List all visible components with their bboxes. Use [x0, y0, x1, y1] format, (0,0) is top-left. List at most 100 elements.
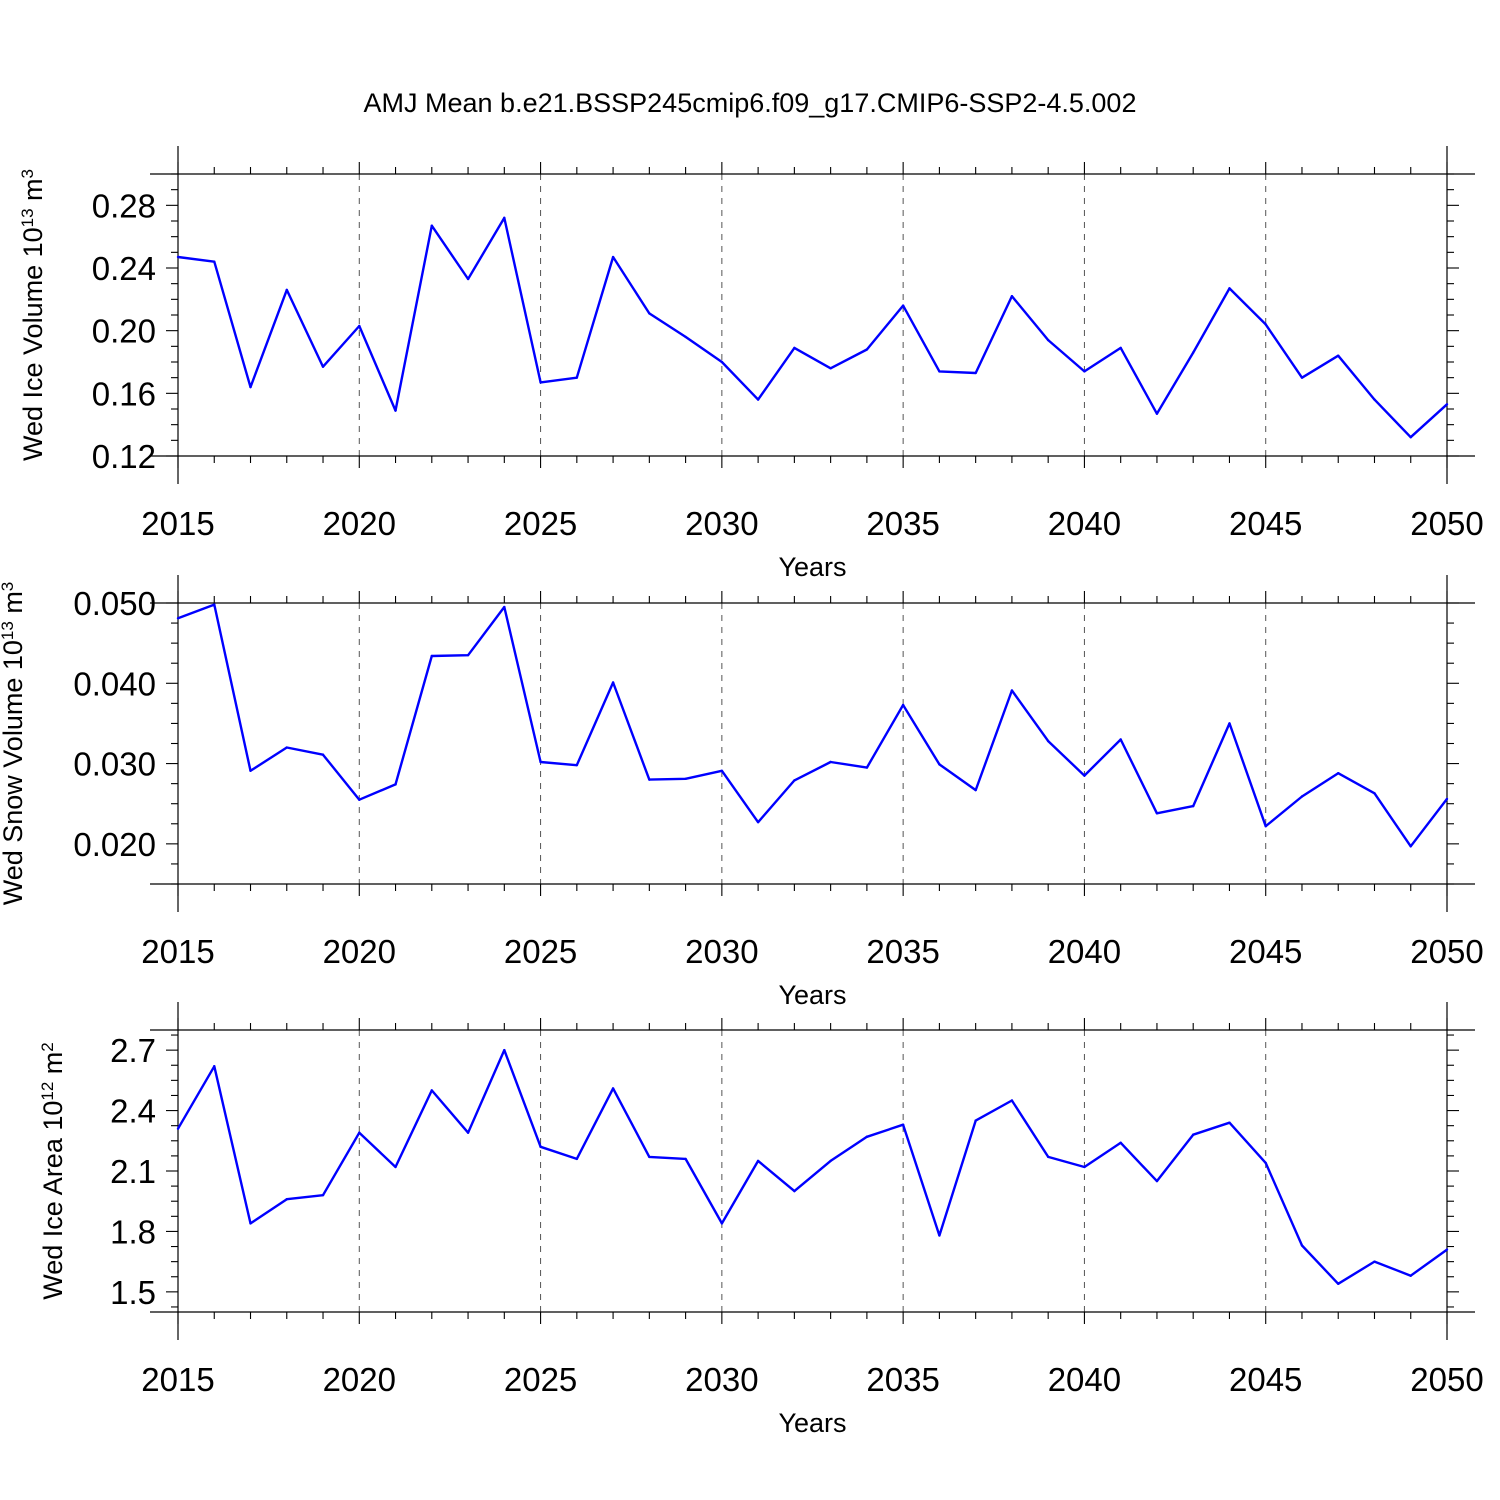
y-axis-label: Wed Ice Area 1012 m2 — [38, 1042, 69, 1300]
x-tick-label: 2025 — [504, 1361, 577, 1398]
data-point — [938, 370, 941, 373]
x-tick-label: 2020 — [323, 1361, 396, 1398]
y-tick-label: 1.8 — [110, 1213, 156, 1250]
data-point — [901, 304, 905, 307]
y-tick-label: 0.28 — [92, 187, 156, 224]
data-point — [1010, 295, 1014, 298]
panel-2: 2015 2020 2025 2030 2035 2040 2045 2050 Years 0.0… — [0, 575, 1484, 1010]
y-tick-label: 1.5 — [110, 1274, 156, 1311]
x-tick-label: 2050 — [1410, 505, 1483, 542]
data-point — [901, 1123, 905, 1126]
data-point — [394, 1165, 397, 1169]
data-point — [249, 1222, 252, 1225]
y-tick-label: 2.4 — [110, 1093, 156, 1130]
x-tick-label: 2035 — [866, 1361, 939, 1398]
data-point — [974, 788, 977, 792]
x-axis-label: Years — [778, 1408, 846, 1438]
data-point — [503, 605, 506, 609]
data-point — [321, 753, 325, 756]
data-point — [793, 779, 796, 782]
data-point — [1010, 689, 1014, 692]
data-point — [466, 653, 470, 657]
data-point — [1046, 1155, 1050, 1159]
data-point — [285, 1198, 288, 1201]
data-point — [1119, 346, 1122, 350]
x-tick-label: 2015 — [141, 1361, 214, 1398]
panels: 2015 2020 2025 2030 2035 2040 2045 2050 Years 0.1… — [0, 146, 1484, 1438]
data-point — [1083, 1165, 1086, 1169]
data-point — [1010, 1099, 1014, 1102]
data-point — [1192, 1133, 1195, 1136]
data-point — [358, 324, 361, 328]
x-tick-label: 2030 — [685, 933, 758, 970]
data-point — [575, 1157, 579, 1161]
data-point — [430, 654, 433, 658]
series-line — [177, 216, 1448, 439]
series-line — [176, 1048, 1448, 1286]
data-point — [793, 346, 796, 350]
y-tick-label: 0.12 — [92, 438, 156, 475]
x-tick-label: 2040 — [1048, 505, 1121, 542]
y-tick-label: 2.7 — [110, 1032, 156, 1069]
data-point — [1155, 412, 1159, 415]
data-point — [1046, 739, 1050, 743]
data-point — [1337, 772, 1340, 775]
x-tick-label: 2040 — [1048, 933, 1121, 970]
data-point — [539, 381, 542, 384]
data-point — [1445, 403, 1449, 406]
data-point — [575, 763, 579, 767]
data-point — [720, 1222, 724, 1225]
data-point — [720, 769, 724, 772]
x-tick-label: 2035 — [866, 933, 939, 970]
data-point — [1155, 812, 1159, 815]
x-tick-label: 2035 — [866, 505, 939, 542]
data-point — [684, 335, 687, 339]
data-point — [503, 1048, 506, 1052]
data-point — [1300, 376, 1304, 379]
data-point — [1409, 1274, 1412, 1277]
data-point — [213, 1065, 216, 1068]
data-point — [1373, 792, 1376, 795]
data-point — [684, 1157, 687, 1161]
x-tick-label: 2025 — [504, 505, 577, 542]
data-point — [1119, 738, 1122, 741]
x-tick-label: 2050 — [1410, 1361, 1483, 1398]
data-point — [684, 777, 687, 781]
data-point — [394, 409, 397, 412]
y-tick-label: 0.24 — [92, 250, 156, 287]
data-point — [213, 603, 216, 606]
x-tick-label: 2040 — [1048, 1361, 1121, 1398]
data-point — [285, 288, 288, 292]
data-point — [176, 255, 180, 259]
data-point — [1373, 1260, 1376, 1263]
figure-title: AMJ Mean b.e21.BSSP245cmip6.f09_g17.CMIP… — [364, 88, 1137, 118]
data-point — [321, 365, 325, 368]
data-point — [321, 1193, 325, 1197]
data-point — [648, 312, 651, 315]
data-point — [1409, 845, 1412, 848]
data-point — [1337, 354, 1340, 357]
data-point — [1046, 338, 1050, 342]
data-point — [1192, 351, 1195, 354]
data-point — [720, 360, 724, 364]
data-point — [394, 783, 397, 786]
panel-1: 2015 2020 2025 2030 2035 2040 2045 2050 Years 0.1… — [18, 146, 1484, 582]
x-tick-label: 2050 — [1410, 933, 1483, 970]
data-point — [901, 703, 905, 707]
series-line — [177, 603, 1448, 848]
x-tick-label: 2045 — [1229, 1361, 1302, 1398]
data-point — [466, 1131, 470, 1134]
data-point — [756, 1159, 760, 1163]
data-point — [1228, 722, 1231, 725]
data-point — [648, 1155, 651, 1159]
data-point — [793, 1189, 796, 1193]
data-point — [1337, 1282, 1340, 1286]
data-point — [611, 681, 615, 684]
data-point — [1155, 1179, 1159, 1183]
data-point — [1192, 804, 1195, 808]
data-point — [829, 760, 832, 764]
y-tick-label: 0.030 — [73, 746, 156, 783]
data-point — [249, 385, 252, 389]
data-point — [249, 769, 252, 772]
